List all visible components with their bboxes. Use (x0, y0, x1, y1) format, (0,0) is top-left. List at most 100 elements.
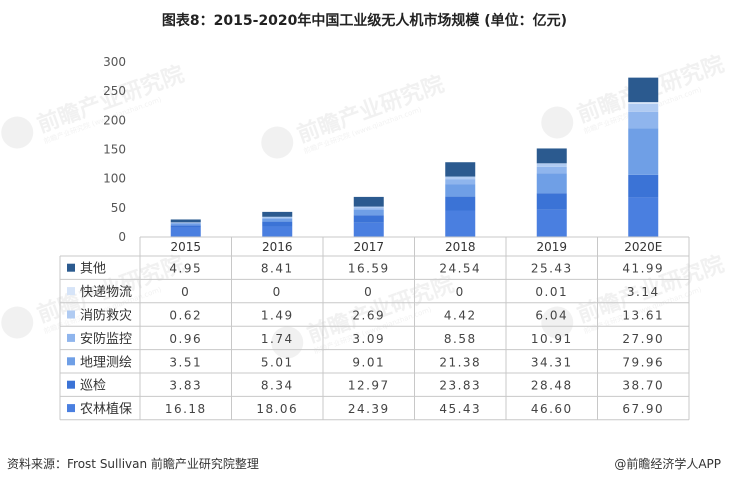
bar-segment (262, 226, 293, 237)
x-tick-label: 2020E (624, 240, 662, 254)
legend-label: 其他 (80, 262, 106, 277)
bar-segment (353, 209, 384, 216)
bar-segment (262, 221, 293, 227)
data-label: 38.70 (622, 379, 664, 393)
data-label: 25.43 (531, 262, 573, 276)
data-label: 2.69 (352, 309, 385, 323)
bar-segment (353, 208, 384, 210)
bar-segment (445, 196, 476, 211)
data-label: 3.09 (352, 332, 385, 346)
legend-label: 消防救灾 (80, 308, 132, 324)
data-label: 0 (181, 285, 190, 299)
y-tick-label: 200 (103, 113, 126, 127)
data-label: 9.01 (352, 355, 385, 369)
data-label: 6.04 (535, 309, 568, 323)
bar-segment (536, 166, 567, 174)
data-label: 10.91 (531, 332, 573, 346)
data-label: 0.62 (169, 309, 202, 323)
data-label: 4.42 (444, 309, 477, 323)
x-tick-label: 2015 (170, 240, 201, 254)
y-tick-label: 250 (103, 84, 126, 98)
bar-segment (445, 179, 476, 185)
data-label: 5.01 (261, 355, 294, 369)
bar-segment (445, 184, 476, 197)
data-label: 28.48 (531, 379, 573, 393)
bar-segment (536, 173, 567, 194)
bar-segment (536, 209, 567, 237)
bar-segment (353, 222, 384, 237)
data-label: 46.60 (531, 402, 573, 416)
bar-segment (353, 206, 384, 209)
bar-segment (628, 174, 659, 198)
bar-segment (170, 219, 201, 223)
data-label: 0.96 (169, 332, 202, 346)
bar-segment (445, 210, 476, 237)
data-label: 12.97 (348, 379, 390, 393)
data-label: 0 (364, 285, 373, 299)
y-tick-label: 50 (111, 201, 126, 215)
data-label: 0.01 (535, 285, 568, 299)
data-label: 13.61 (622, 309, 664, 323)
data-label: 16.18 (165, 402, 207, 416)
legend-label: 安防监控 (80, 331, 132, 347)
data-label: 23.83 (439, 379, 481, 393)
data-label: 24.54 (439, 262, 481, 276)
legend-label: 农林植保 (80, 402, 132, 417)
legend-swatch (67, 310, 75, 319)
bar-segment (628, 103, 659, 112)
y-tick-label: 300 (103, 55, 126, 69)
legend-swatch (67, 263, 75, 272)
data-label: 8.41 (261, 262, 294, 276)
data-label: 34.31 (531, 355, 573, 369)
bar-segment (353, 215, 384, 223)
data-label: 3.51 (169, 355, 202, 369)
data-label: 67.90 (622, 402, 664, 416)
bar-segment (262, 216, 293, 218)
data-label: 16.59 (348, 262, 390, 276)
data-label: 1.49 (261, 309, 294, 323)
data-label: 24.39 (348, 402, 390, 416)
bar-segment (170, 227, 201, 237)
bars-layer (170, 77, 659, 237)
legend-label: 巡检 (80, 379, 106, 394)
bar-segment (262, 211, 293, 217)
data-label: 0 (456, 285, 465, 299)
bar-segment (628, 128, 659, 175)
legend-swatch (67, 357, 75, 366)
legend-swatch (67, 404, 75, 413)
y-tick-label: 150 (103, 143, 126, 157)
legend-label: 快递物流 (80, 285, 132, 300)
data-label: 4.95 (169, 262, 202, 276)
brand-credit: @前瞻经济学人APP (614, 457, 721, 471)
data-label: 79.96 (622, 355, 664, 369)
y-tick-label: 100 (103, 172, 126, 186)
data-label: 27.90 (622, 332, 664, 346)
data-label: 18.06 (256, 402, 298, 416)
y-axis: 0 50 100 150 200 250 300 (103, 55, 126, 244)
data-label: 8.34 (261, 379, 294, 393)
bar-segment (262, 217, 293, 219)
source-note: 资料来源：Frost Sullivan 前瞻产业研究院整理 (7, 457, 259, 471)
legend-swatch (67, 287, 75, 296)
legend-swatch (67, 380, 75, 389)
bar-segment (536, 148, 567, 164)
x-tick-label: 2019 (536, 240, 567, 254)
data-table: 2015 2016 2017 2018 2019 2020E 其他 4.95 8.41 16.59… (59, 236, 690, 421)
data-label: 21.38 (439, 355, 481, 369)
data-label: 3.14 (627, 285, 660, 299)
bar-segment (445, 162, 476, 177)
data-label: 1.74 (261, 332, 294, 346)
bar-segment (628, 102, 659, 104)
legend-label: 地理测绘 (80, 355, 132, 370)
bar-segment (536, 163, 567, 167)
bar-segment (628, 111, 659, 129)
data-label: 0 (273, 285, 282, 299)
data-label: 8.58 (444, 332, 477, 346)
y-tick-label: 0 (118, 230, 126, 244)
x-tick-label: 2018 (445, 240, 476, 254)
x-tick-label: 2017 (353, 240, 384, 254)
bar-segment (445, 176, 476, 180)
